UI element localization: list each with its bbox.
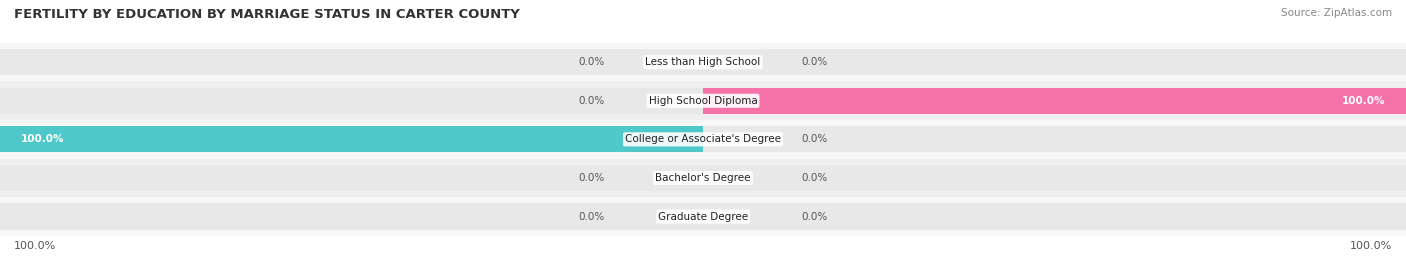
Text: 100.0%: 100.0% — [1350, 241, 1392, 251]
Text: Bachelor's Degree: Bachelor's Degree — [655, 173, 751, 183]
Text: High School Diploma: High School Diploma — [648, 96, 758, 106]
Bar — [0, 43, 1406, 81]
Text: Source: ZipAtlas.com: Source: ZipAtlas.com — [1281, 8, 1392, 18]
Text: Graduate Degree: Graduate Degree — [658, 211, 748, 222]
Bar — [0, 49, 1406, 75]
Bar — [0, 88, 1406, 114]
Bar — [0, 165, 1406, 191]
Bar — [703, 88, 1406, 114]
Text: 0.0%: 0.0% — [801, 211, 828, 222]
Text: 0.0%: 0.0% — [578, 57, 605, 67]
Text: 0.0%: 0.0% — [801, 57, 828, 67]
Text: Less than High School: Less than High School — [645, 57, 761, 67]
Text: College or Associate's Degree: College or Associate's Degree — [626, 134, 780, 144]
Text: 0.0%: 0.0% — [801, 173, 828, 183]
Text: 0.0%: 0.0% — [578, 211, 605, 222]
Bar — [0, 203, 1406, 230]
Text: 0.0%: 0.0% — [578, 96, 605, 106]
Text: 100.0%: 100.0% — [1341, 96, 1385, 106]
Text: FERTILITY BY EDUCATION BY MARRIAGE STATUS IN CARTER COUNTY: FERTILITY BY EDUCATION BY MARRIAGE STATU… — [14, 8, 520, 21]
Text: 100.0%: 100.0% — [14, 241, 56, 251]
Bar — [0, 126, 703, 152]
Text: 0.0%: 0.0% — [578, 173, 605, 183]
Bar — [0, 81, 1406, 120]
Bar — [0, 197, 1406, 236]
Text: 100.0%: 100.0% — [21, 134, 65, 144]
Bar — [0, 126, 1406, 152]
Text: 0.0%: 0.0% — [801, 134, 828, 144]
Bar — [0, 120, 1406, 159]
Bar — [0, 159, 1406, 197]
